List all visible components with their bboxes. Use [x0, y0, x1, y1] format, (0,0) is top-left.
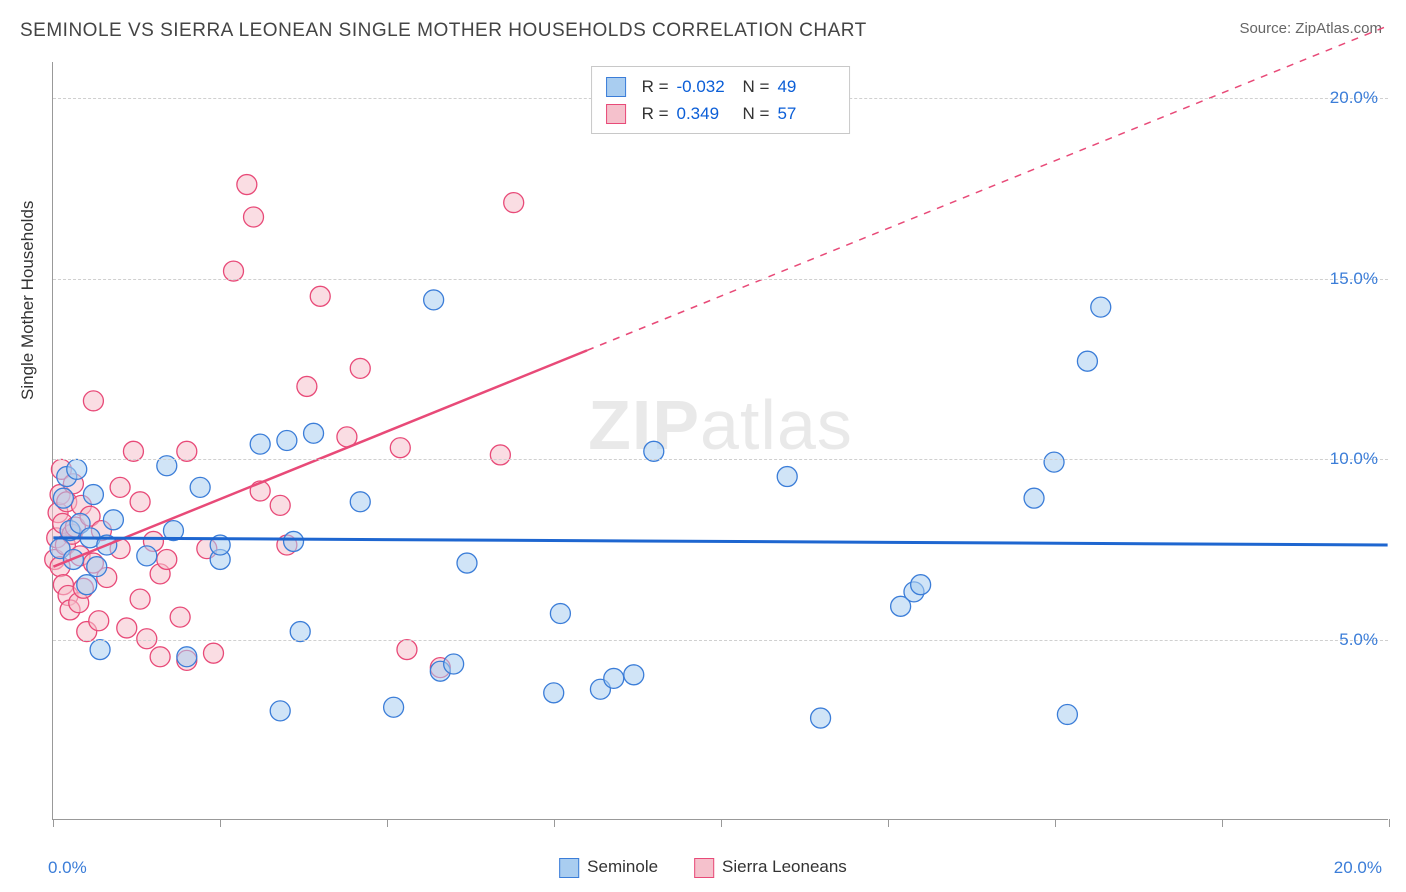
- data-point-blue: [177, 647, 197, 667]
- data-point-blue: [1077, 351, 1097, 371]
- data-point-blue: [911, 575, 931, 595]
- x-tick: [888, 819, 889, 827]
- y-tick-label: 20.0%: [1330, 88, 1378, 108]
- data-point-pink: [270, 495, 290, 515]
- gridline-h: [53, 279, 1388, 280]
- x-tick: [554, 819, 555, 827]
- data-point-blue: [604, 668, 624, 688]
- data-point-pink: [170, 607, 190, 627]
- data-point-pink: [350, 358, 370, 378]
- x-tick: [220, 819, 221, 827]
- data-point-blue: [270, 701, 290, 721]
- data-point-blue: [53, 488, 73, 508]
- series-legend: Seminole Sierra Leoneans: [559, 857, 847, 878]
- r-value-blue: -0.032: [677, 73, 735, 100]
- data-point-blue: [250, 434, 270, 454]
- data-point-pink: [150, 647, 170, 667]
- trendline-blue: [53, 538, 1387, 545]
- data-point-blue: [544, 683, 564, 703]
- data-point-pink: [390, 438, 410, 458]
- x-tick: [1389, 819, 1390, 827]
- data-point-blue: [77, 575, 97, 595]
- data-point-blue: [1057, 704, 1077, 724]
- data-point-blue: [384, 697, 404, 717]
- r-label: R =: [642, 100, 669, 127]
- data-point-blue: [137, 546, 157, 566]
- data-point-pink: [83, 391, 103, 411]
- y-tick-label: 10.0%: [1330, 449, 1378, 469]
- data-point-blue: [457, 553, 477, 573]
- data-point-pink: [504, 193, 524, 213]
- r-value-pink: 0.349: [677, 100, 735, 127]
- n-value-pink: 57: [777, 100, 835, 127]
- data-point-blue: [103, 510, 123, 530]
- data-point-blue: [304, 423, 324, 443]
- x-tick: [1222, 819, 1223, 827]
- data-point-pink: [89, 611, 109, 631]
- legend-item-blue: Seminole: [559, 857, 658, 878]
- swatch-blue-icon: [606, 77, 626, 97]
- data-point-pink: [130, 492, 150, 512]
- data-point-pink: [130, 589, 150, 609]
- data-point-blue: [83, 485, 103, 505]
- data-point-pink: [204, 643, 224, 663]
- data-point-pink: [157, 549, 177, 569]
- data-point-pink: [397, 640, 417, 660]
- data-point-pink: [244, 207, 264, 227]
- x-tick: [1055, 819, 1056, 827]
- swatch-pink-icon: [606, 104, 626, 124]
- y-tick-label: 15.0%: [1330, 269, 1378, 289]
- data-point-blue: [424, 290, 444, 310]
- n-label: N =: [743, 100, 770, 127]
- y-axis-label: Single Mother Households: [18, 201, 38, 400]
- source-label: Source: ZipAtlas.com: [1239, 20, 1382, 37]
- data-point-blue: [624, 665, 644, 685]
- data-point-blue: [67, 459, 87, 479]
- x-axis-max-label: 20.0%: [1334, 858, 1382, 878]
- data-point-pink: [490, 445, 510, 465]
- stats-legend: R = -0.032 N = 49 R = 0.349 N = 57: [591, 66, 851, 134]
- r-label: R =: [642, 73, 669, 100]
- legend-label-pink: Sierra Leoneans: [722, 857, 847, 876]
- x-tick: [721, 819, 722, 827]
- data-point-blue: [1024, 488, 1044, 508]
- chart-plot-area: ZIPatlas R = -0.032 N = 49 R = 0.349 N =…: [52, 62, 1388, 820]
- data-point-blue: [87, 557, 107, 577]
- x-tick: [53, 819, 54, 827]
- x-tick: [387, 819, 388, 827]
- data-point-blue: [190, 477, 210, 497]
- data-point-blue: [550, 604, 570, 624]
- data-point-blue: [90, 640, 110, 660]
- data-point-pink: [310, 286, 330, 306]
- data-point-pink: [110, 477, 130, 497]
- swatch-pink-icon: [694, 858, 714, 878]
- legend-item-pink: Sierra Leoneans: [694, 857, 847, 878]
- data-point-pink: [297, 376, 317, 396]
- chart-title: SEMINOLE VS SIERRA LEONEAN SINGLE MOTHER…: [20, 20, 867, 42]
- gridline-h: [53, 640, 1388, 641]
- data-point-pink: [237, 175, 257, 195]
- n-value-blue: 49: [777, 73, 835, 100]
- legend-label-blue: Seminole: [587, 857, 658, 876]
- data-point-blue: [350, 492, 370, 512]
- gridline-h: [53, 459, 1388, 460]
- data-point-blue: [444, 654, 464, 674]
- data-point-pink: [117, 618, 137, 638]
- x-axis-min-label: 0.0%: [48, 858, 87, 878]
- stats-row-pink: R = 0.349 N = 57: [606, 100, 836, 127]
- data-point-blue: [1091, 297, 1111, 317]
- data-point-blue: [277, 431, 297, 451]
- data-point-blue: [777, 467, 797, 487]
- data-point-blue: [284, 531, 304, 551]
- n-label: N =: [743, 73, 770, 100]
- y-tick-label: 5.0%: [1339, 630, 1378, 650]
- scatter-plot: [53, 62, 1388, 819]
- swatch-blue-icon: [559, 858, 579, 878]
- stats-row-blue: R = -0.032 N = 49: [606, 73, 836, 100]
- data-point-blue: [811, 708, 831, 728]
- data-point-blue: [1044, 452, 1064, 472]
